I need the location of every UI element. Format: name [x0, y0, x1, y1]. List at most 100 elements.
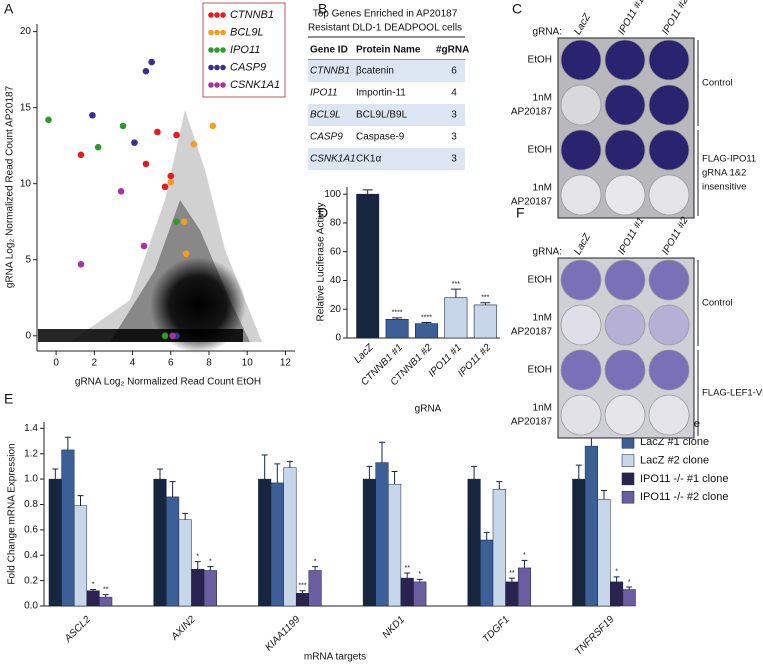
table-cell: BCL9L/B9L — [356, 110, 408, 121]
well — [648, 304, 690, 346]
group-label: Control — [702, 78, 733, 89]
bar — [492, 489, 506, 607]
significance: * — [92, 581, 95, 588]
error-bar — [450, 288, 461, 298]
table-cell: CTNNB1 — [310, 66, 350, 77]
bar — [270, 482, 284, 607]
row-label: EtOH — [528, 365, 552, 376]
significance: * — [523, 552, 526, 559]
point — [169, 332, 176, 340]
significance: *** — [298, 583, 306, 590]
well — [560, 304, 602, 346]
bar — [166, 496, 180, 607]
bar — [473, 304, 497, 339]
legend-label: LacZ #2 clone — [640, 455, 709, 467]
y-tick-label: 0.4 — [24, 550, 38, 561]
well — [648, 394, 690, 436]
x-tick-label: 0 — [53, 358, 59, 369]
error-bar — [521, 559, 528, 568]
legend-swatch — [214, 12, 220, 18]
error-bar — [601, 490, 607, 500]
error-bar — [392, 317, 403, 320]
bar — [597, 499, 611, 607]
bar — [584, 445, 598, 607]
bar — [375, 462, 389, 607]
bar — [86, 590, 100, 607]
column-label: IPO11 #1 — [616, 215, 646, 256]
significance: ** — [103, 586, 109, 593]
well — [604, 129, 646, 171]
row-label: AP20187 — [511, 417, 553, 428]
grna-label: gRNA: — [533, 247, 562, 258]
y-tick-label: 0.0 — [24, 601, 38, 612]
x-tick-label: TNFRSF19 — [573, 614, 617, 658]
point — [180, 218, 188, 226]
point — [148, 58, 155, 66]
significance: * — [196, 553, 199, 560]
well — [560, 84, 602, 126]
y-tick-label: 0.2 — [24, 575, 38, 586]
bar — [258, 478, 272, 607]
y-tick-label: 5 — [25, 254, 31, 265]
legend-swatch — [214, 47, 220, 53]
y-tick-label: 60 — [330, 246, 342, 257]
x-axis-label: gRNA — [415, 404, 442, 415]
error-bar — [182, 512, 189, 520]
error-bar — [613, 576, 620, 582]
row-label: AP20187 — [511, 327, 553, 338]
y-tick-label: 0.6 — [24, 525, 38, 536]
point — [117, 188, 125, 195]
error-bar — [626, 586, 633, 590]
column-label: LacZ — [572, 11, 593, 37]
table-cell: βcatenin — [356, 66, 394, 77]
table-cell: 6 — [451, 66, 457, 77]
well — [604, 84, 646, 126]
y-tick-label: 1.4 — [24, 423, 38, 434]
row-label: AP20187 — [511, 107, 553, 118]
legend-swatch — [220, 47, 226, 53]
well — [560, 349, 602, 391]
error-bar — [77, 495, 84, 506]
point — [161, 183, 169, 191]
error-bar — [471, 465, 478, 480]
error-bar — [90, 589, 97, 591]
bar — [480, 539, 494, 607]
y-tick-label: 15 — [20, 102, 32, 113]
panel-label: B — [318, 1, 327, 17]
error-bar — [508, 577, 515, 582]
y-tick-label: 1.0 — [24, 474, 38, 485]
table-cell: BCL9L — [310, 110, 341, 121]
table-cell: Caspase-9 — [356, 132, 405, 143]
bar — [362, 478, 376, 607]
error-bar — [391, 470, 398, 485]
bar — [61, 449, 75, 607]
y-tick-label: 1.2 — [24, 448, 38, 459]
y-tick-label: 80 — [330, 218, 342, 229]
table-cell: 3 — [451, 110, 457, 121]
well — [560, 394, 602, 436]
table-cell: CASP9 — [310, 132, 343, 143]
error-bar — [64, 436, 71, 450]
significance: *** — [481, 295, 489, 302]
bar — [385, 319, 409, 339]
legend-swatch — [220, 29, 226, 36]
legend-label: CASP9 — [230, 61, 266, 73]
legend-swatch — [208, 47, 214, 53]
x-tick-label: AXIN2 — [169, 614, 198, 643]
panel-label: F — [516, 205, 525, 221]
x-tick-label: TDGF1 — [481, 614, 512, 645]
significance: ** — [404, 565, 410, 572]
point — [140, 242, 148, 250]
error-bar — [207, 566, 214, 571]
well — [648, 129, 690, 171]
legend-label: CSNK1A1 — [230, 79, 280, 91]
significance: ** — [509, 570, 515, 577]
x-tick-label: KIAA1199 — [263, 614, 302, 653]
point — [167, 178, 175, 186]
x-tick-label: 10 — [242, 358, 254, 369]
point — [89, 111, 96, 119]
bar — [388, 483, 402, 607]
table-cell: CK1α — [356, 154, 381, 165]
table-header: #gRNA — [436, 45, 469, 56]
row-label: 1nM — [533, 313, 552, 324]
